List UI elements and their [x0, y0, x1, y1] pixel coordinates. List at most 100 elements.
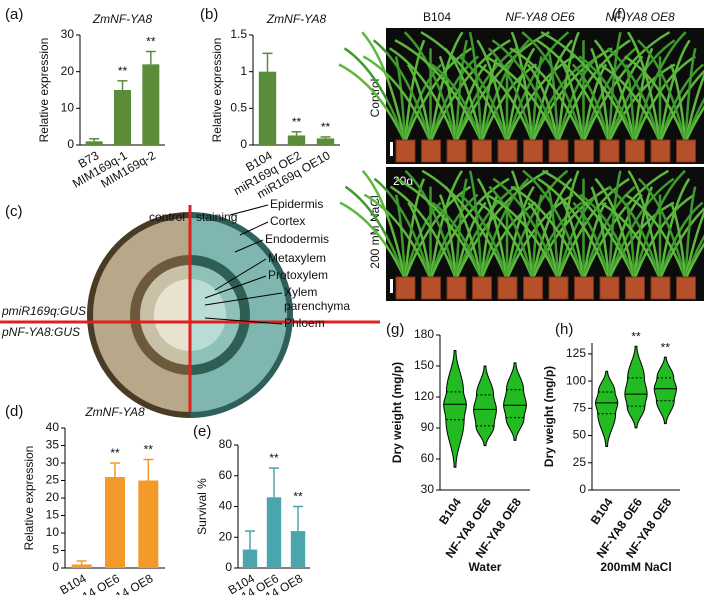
leaf [521, 31, 585, 143]
significance-label: ** [661, 340, 671, 354]
y-tick-label: 30 [46, 455, 60, 469]
leaf [459, 193, 509, 280]
leaf [684, 97, 704, 143]
tissue-label: Endodermis [265, 232, 329, 246]
significance-label: ** [118, 64, 128, 78]
pot [472, 276, 492, 300]
leader-line [204, 292, 283, 306]
y-tick-label: 10 [61, 101, 75, 115]
error-bar [117, 80, 128, 90]
pot [599, 276, 620, 300]
chart-title: ZmNF-YA8 [92, 12, 153, 26]
leaf [492, 177, 560, 280]
pot [497, 139, 518, 163]
leaf [454, 169, 549, 280]
y-tick-label: 20 [61, 64, 75, 78]
pot [574, 276, 594, 300]
leaf [684, 234, 704, 280]
bar [316, 138, 335, 145]
pot [625, 139, 645, 163]
leaf [484, 55, 560, 143]
x-axis-label: Water [469, 560, 502, 574]
leaf [547, 186, 560, 280]
leaf [633, 169, 686, 280]
leaf [531, 56, 543, 143]
panel-label: (g) [386, 321, 404, 338]
y-tick-label: 0 [52, 560, 59, 574]
section-label: staining [196, 210, 237, 224]
significance-label: ** [269, 451, 279, 465]
pot [497, 276, 518, 300]
leaf [363, 193, 432, 280]
pot [574, 139, 594, 163]
leaf [607, 55, 644, 143]
y-tick-label: 40 [219, 499, 233, 513]
leader-line [239, 221, 269, 236]
leaf [684, 186, 697, 280]
panel-label: (e) [193, 423, 211, 440]
leaf [388, 47, 458, 143]
leaf [510, 31, 534, 143]
leaf [684, 48, 697, 143]
leaf [431, 201, 483, 280]
leaf [389, 185, 458, 280]
y-tick-label: 30 [421, 482, 435, 496]
leaf [395, 177, 483, 280]
panel-label: (a) [5, 6, 23, 23]
error-bar [110, 462, 120, 477]
leaf [599, 201, 662, 280]
leaf [454, 39, 468, 143]
leaf [510, 185, 585, 280]
error-bar [320, 136, 331, 139]
y-tick-label: 35 [46, 438, 60, 452]
leaf [607, 193, 643, 280]
leaf [546, 48, 560, 143]
leaf [684, 210, 704, 280]
leaf [343, 47, 407, 143]
leaf [429, 177, 510, 280]
leaf [372, 39, 432, 143]
violin-body [473, 365, 497, 447]
tissue-label: Metaxylem [268, 251, 326, 265]
significance-label: ** [321, 120, 331, 134]
violin-body [595, 370, 619, 447]
panel-label: (h) [555, 321, 573, 338]
error-bar [143, 458, 154, 481]
leaf [593, 39, 636, 143]
leaf [624, 55, 687, 143]
leaf [491, 39, 560, 143]
construct-label: pNF-YA8:GUS [1, 325, 80, 339]
tissue-label: parenchyma [284, 299, 350, 313]
y-tick-label: 1.5 [230, 27, 247, 41]
panel-label: (c) [5, 203, 23, 220]
bar [105, 477, 125, 568]
leaf [522, 169, 585, 280]
leaf [637, 177, 687, 280]
leaf [606, 47, 662, 143]
leaf [556, 177, 630, 280]
tissue-label: Xylem [284, 285, 317, 299]
y-axis-label: Dry weight (mg/p) [542, 366, 556, 467]
leaf [438, 55, 458, 143]
leaf [669, 202, 687, 280]
y-tick-label: 0 [67, 137, 74, 151]
pot [548, 139, 569, 163]
y-tick-label: 0 [225, 560, 232, 574]
y-axis-label: Dry weight (mg/p) [390, 362, 404, 463]
leaf [607, 39, 676, 143]
leaf [536, 39, 611, 143]
violin-body [624, 345, 648, 429]
pot [523, 139, 543, 163]
leaf [438, 194, 458, 280]
leaf [403, 39, 426, 143]
tissue-label: Cortex [270, 214, 305, 228]
y-tick-label: 0.5 [230, 101, 247, 115]
leaf [541, 169, 636, 280]
leaf [540, 31, 636, 143]
bar [290, 531, 306, 568]
bar [142, 64, 160, 145]
leaf [454, 178, 468, 280]
leaf [509, 47, 585, 143]
leaf [537, 177, 611, 280]
